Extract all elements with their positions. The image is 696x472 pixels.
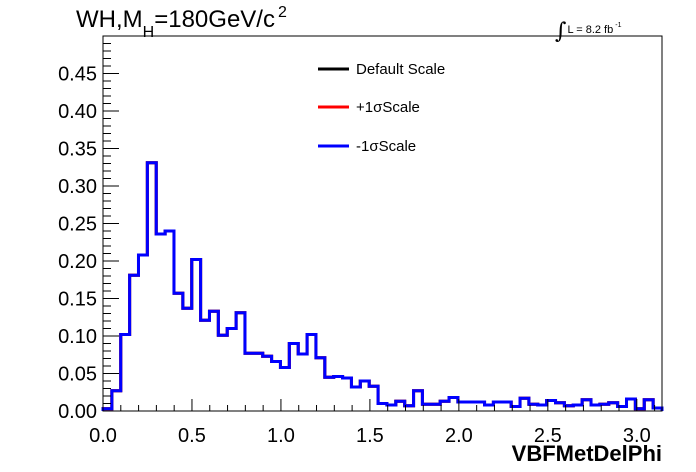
title-value: =180GeV/c — [154, 6, 275, 33]
luminosity-superscript: -1 — [615, 22, 622, 29]
y-tick-label: 0.15 — [58, 289, 97, 311]
y-tick-label: 0.25 — [58, 214, 97, 236]
chart-title: WH,MH=180GeV/c 2 — [76, 4, 287, 41]
axes-layer: 0.0 0.5 1.0 1.5 2.0 2.5 3.0 0.00 0.05 0.10 0.15 0.2… — [58, 35, 663, 466]
x-tick-label: 1.0 — [267, 425, 295, 447]
legend-label-0: Default Scale — [356, 61, 445, 78]
x-axis-title: VBFMetDelPhi — [512, 441, 662, 466]
title-main: WH,M — [76, 6, 143, 33]
y-tick-label: 0.10 — [58, 326, 97, 348]
x-tick-label: 0.0 — [89, 425, 117, 447]
plot-frame — [102, 35, 663, 412]
title-superscript: 2 — [277, 4, 287, 21]
legend-label-2: -1σScale — [356, 138, 416, 155]
histogram-series-layer — [101, 161, 664, 411]
y-tick-label: 0.20 — [58, 251, 97, 273]
luminosity-label: ∫L = 8.2 fb -1 — [555, 14, 622, 44]
x-tick-label: 3.0 — [623, 425, 651, 447]
y-tick-label: 0.35 — [58, 139, 97, 161]
histogram-line-1 — [101, 161, 664, 411]
x-tick-label: 2.5 — [534, 425, 562, 447]
histogram-line-2 — [101, 161, 664, 411]
y-tick-label: 0.40 — [58, 101, 97, 123]
x-tick-label: 0.5 — [178, 425, 206, 447]
x-tick-label: 2.0 — [445, 425, 473, 447]
histogram-line-0 — [101, 161, 664, 411]
y-tick-label: 0.00 — [58, 401, 97, 423]
y-tick-label: 0.45 — [58, 64, 97, 86]
x-tick-label: 1.5 — [356, 425, 384, 447]
y-tick-label: 0.30 — [58, 176, 97, 198]
luminosity-text: L = 8.2 fb — [567, 24, 614, 36]
legend-label-1: +1σScale — [356, 99, 420, 116]
legend: Default Scale +1σScale -1σScale — [318, 61, 445, 155]
integral-icon: ∫ — [555, 19, 567, 44]
title-subscript: H — [142, 24, 155, 41]
y-tick-label: 0.05 — [58, 364, 97, 386]
